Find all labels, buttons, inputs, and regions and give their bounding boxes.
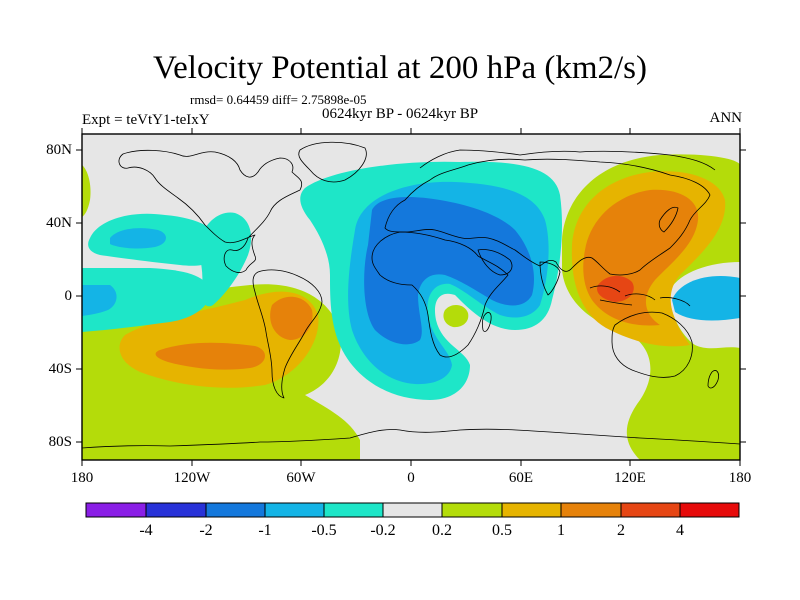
eurasia-arctic-coast bbox=[419, 149, 716, 171]
map-field bbox=[82, 134, 740, 460]
north-america-green-sliver bbox=[82, 165, 91, 217]
period-label: 0624kyr BP - 0624kyr BP bbox=[322, 106, 479, 122]
lon-label: 180 bbox=[728, 470, 752, 486]
north-pacific-cyan-core bbox=[110, 228, 166, 249]
coastlines bbox=[81, 141, 741, 449]
madagascar-coast bbox=[481, 312, 492, 332]
colorbar-label: -4 bbox=[139, 522, 153, 539]
axis-ticks bbox=[76, 128, 746, 466]
lon-label: 180 bbox=[70, 470, 94, 486]
colorbar-label: 0.2 bbox=[432, 522, 452, 539]
colorbar-swatch bbox=[441, 502, 503, 518]
colorbar-swatch bbox=[501, 502, 562, 518]
south-yellow-region bbox=[119, 291, 319, 388]
lat-label: 80S bbox=[48, 434, 72, 450]
colorbar-label: -0.5 bbox=[311, 522, 337, 539]
indonesia-coast bbox=[589, 285, 691, 307]
colorbar-label: 4 bbox=[676, 522, 684, 539]
plot-title: Velocity Potential at 200 hPa (km2/s) bbox=[152, 50, 648, 86]
colorbar-label: -0.2 bbox=[370, 522, 396, 539]
japan-coast bbox=[658, 206, 679, 233]
colorbar-swatch bbox=[323, 502, 384, 518]
lat-label: 0 bbox=[64, 288, 73, 304]
season-label: ANN bbox=[709, 110, 743, 126]
antarctica-coast bbox=[81, 428, 741, 449]
experiment-label: Expt = teVtY1-teIxY bbox=[82, 112, 210, 128]
colorbar-label: -2 bbox=[199, 522, 213, 539]
colorbar-swatch bbox=[679, 502, 740, 518]
south-america-orange-region bbox=[270, 296, 313, 340]
europe-asia-coast bbox=[384, 158, 711, 276]
colorbar-label: 1 bbox=[557, 522, 565, 539]
greenland-coast bbox=[298, 141, 367, 183]
lon-label: 0 bbox=[407, 470, 415, 486]
stats-line: rmsd= 0.64459 diff= 2.75898e-05 bbox=[190, 92, 367, 107]
south-orange-region bbox=[155, 342, 266, 370]
colorbar-label: -1 bbox=[258, 522, 272, 539]
lon-label: 60W bbox=[286, 470, 316, 486]
colorbar-label: 0.5 bbox=[492, 522, 512, 539]
colorbar-swatch bbox=[620, 502, 681, 518]
colorbar-swatch bbox=[382, 502, 443, 518]
caribbean-teal-region bbox=[199, 212, 252, 307]
lat-label: 40S bbox=[48, 361, 72, 377]
africa-blue-core bbox=[364, 197, 535, 345]
lon-label: 60E bbox=[508, 470, 534, 486]
east-pacific-cyan-core bbox=[82, 285, 117, 316]
colorbar bbox=[85, 502, 740, 518]
south-america-coast bbox=[252, 269, 323, 399]
lat-label: 40N bbox=[46, 215, 72, 231]
lat-label: 80N bbox=[46, 142, 72, 158]
east-pacific-teal-region bbox=[82, 268, 211, 332]
colorbar-swatch bbox=[85, 502, 147, 518]
colorbar-label: 2 bbox=[617, 522, 625, 539]
north-america-coast bbox=[118, 149, 303, 273]
colorbar-swatch bbox=[145, 502, 207, 518]
india-coast bbox=[539, 261, 561, 296]
mozambique-green-spot bbox=[443, 304, 469, 328]
central-pacific-cyan-region bbox=[672, 276, 740, 321]
colorbar-swatch bbox=[264, 502, 325, 518]
colorbar-swatch bbox=[205, 502, 266, 518]
new-zealand-coast bbox=[707, 370, 719, 389]
lon-label: 120W bbox=[173, 470, 211, 486]
lon-label: 120E bbox=[614, 470, 646, 486]
colorbar-swatch bbox=[560, 502, 622, 518]
arabia-coast bbox=[477, 249, 513, 276]
australia-coast bbox=[611, 311, 693, 378]
africa-coast bbox=[371, 231, 509, 358]
